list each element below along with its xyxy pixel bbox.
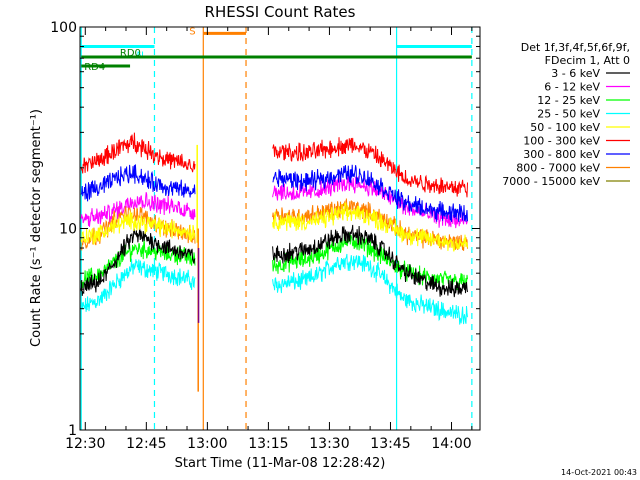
x-tick-label: 13:15 <box>248 436 288 452</box>
x-axis-label: Start Time (11-Mar-08 12:28:42) <box>175 456 386 471</box>
legend: Det 1f,3f,4f,5f,6f,9f, FDecim 1, Att 0 3… <box>502 41 630 188</box>
x-tick-label: 13:30 <box>309 436 349 452</box>
y-tick-label: 100 <box>50 20 77 36</box>
series-line-4-before-gap <box>80 258 196 312</box>
flag-label-rd4: RD4 <box>84 62 105 73</box>
series-line-1-after-gap <box>272 224 468 298</box>
y-axis-label: Count Rate (s⁻¹ detector segment⁻¹) <box>29 109 44 347</box>
x-tick-label: 12:45 <box>126 436 166 452</box>
series-layer <box>80 132 468 392</box>
legend-entry-label: 300 - 800 keV <box>523 148 600 161</box>
x-tick-label: 13:00 <box>187 436 227 452</box>
flag-label-s: S <box>189 26 195 37</box>
tick-layer: 12:30 12:45 13:00 13:15 13:30 13:45 14:00 1 10 10… <box>50 20 480 452</box>
legend-entry-label: 800 - 7000 keV <box>516 162 600 175</box>
series-line-7-before-gap <box>80 164 196 202</box>
series-line-7-after-gap <box>272 164 468 222</box>
legend-entry-label: 50 - 100 keV <box>530 121 600 134</box>
legend-entry-label: 25 - 50 keV <box>537 108 600 121</box>
chart-title: RHESSI Count Rates <box>205 3 356 21</box>
series-line-2-before-gap <box>80 192 196 227</box>
series-line-6-before-gap <box>80 132 196 174</box>
legend-entry-label: 100 - 300 keV <box>523 135 600 148</box>
legend-entry-label: 3 - 6 keV <box>551 67 600 80</box>
legend-entry-label: 12 - 25 keV <box>537 94 600 107</box>
x-tick-label: 13:45 <box>370 436 410 452</box>
x-tick-label: 14:00 <box>431 436 471 452</box>
series-line-4-after-gap <box>272 253 468 325</box>
legend-header-detectors: Det 1f,3f,4f,5f,6f,9f, <box>521 41 630 54</box>
series-line-5-after-gap <box>272 202 468 252</box>
y-tick-label: 10 <box>59 222 77 238</box>
series-line-6-after-gap <box>272 137 468 198</box>
series-line-1-before-gap <box>80 227 196 296</box>
flag-bar-layer: NSRD0RD4 <box>81 26 472 73</box>
legend-entry-label: 6 - 12 keV <box>544 81 600 94</box>
flag-label-rd0: RD0 <box>120 48 141 59</box>
y-tick-label: 1 <box>68 423 77 439</box>
generation-timestamp: 14-Oct-2021 00:43 <box>561 468 637 477</box>
x-tick-label: 12:30 <box>65 436 105 452</box>
series-line-5-before-gap <box>80 211 196 245</box>
legend-header-decimation: FDecim 1, Att 0 <box>545 54 630 67</box>
legend-entry-label: 7000 - 15000 keV <box>502 175 600 188</box>
